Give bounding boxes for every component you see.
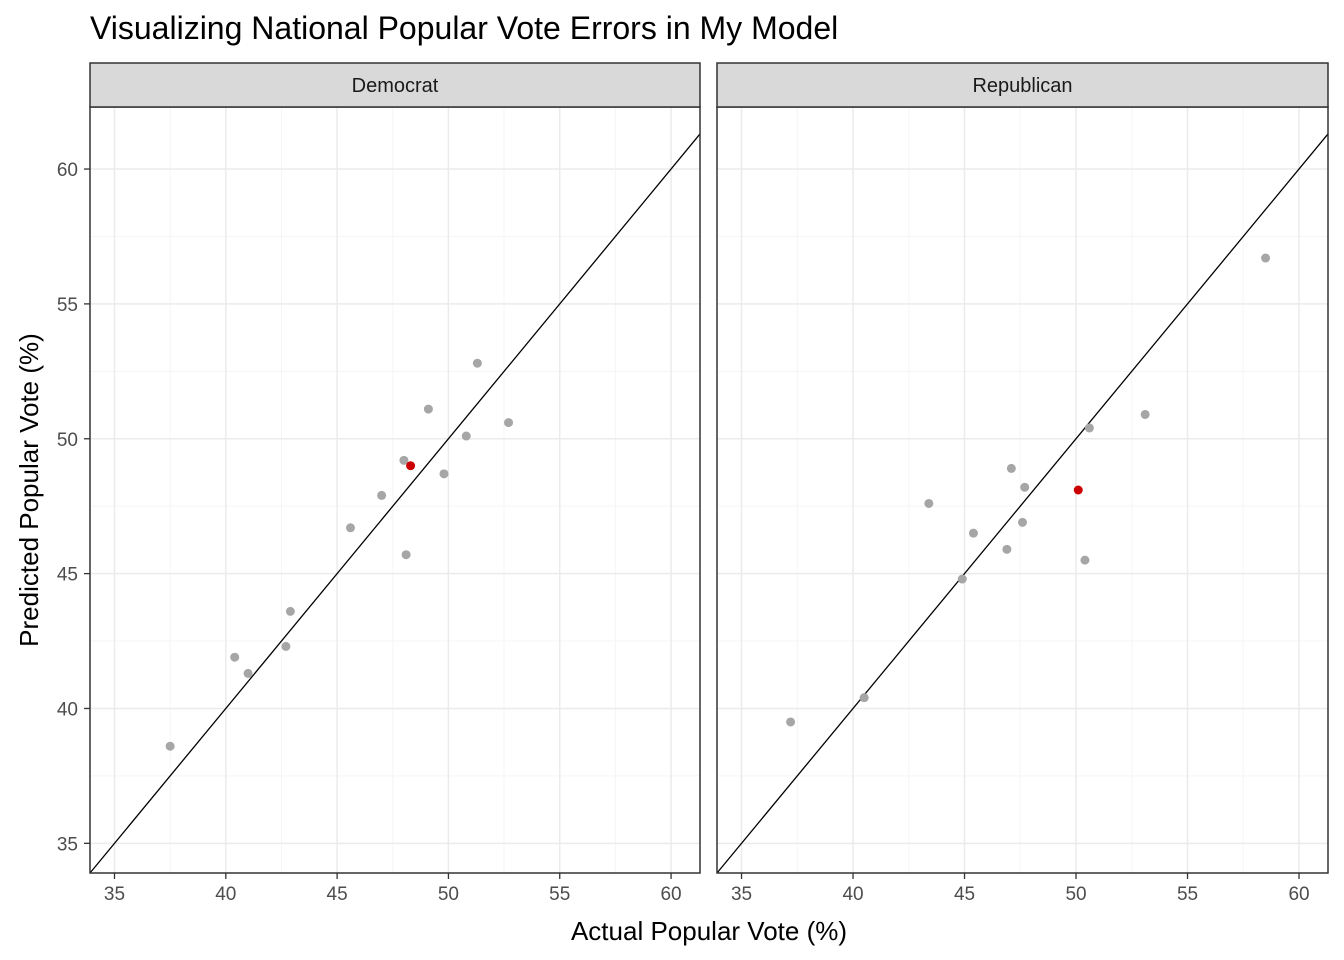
democrat-point-12 [461,431,471,441]
republican-point-5 [968,528,978,538]
democrat-point-6 [345,523,355,533]
republican-point-7 [1006,463,1016,473]
republican-point-11 [1084,423,1094,433]
chart-title: Visualizing National Popular Vote Errors… [90,10,839,46]
democrat-x-tick-label-45: 45 [327,884,348,905]
democrat-point-8 [399,455,409,465]
republican-point-6 [1002,544,1012,554]
republican-point-12 [1140,409,1150,419]
republican-strip-label: Republican [972,75,1072,97]
democrat-point-1 [165,741,175,751]
democrat-point-10 [423,404,433,414]
republican-point-1 [786,717,796,727]
republican-point-2 [859,693,869,703]
republican-x-tick-label-35: 35 [731,884,752,905]
republican-x-tick-label-50: 50 [1065,884,1086,905]
x-axis-title: Actual Popular Vote (%) [571,916,847,946]
democrat-point-11 [439,469,449,479]
y-tick-label-60: 60 [57,160,78,181]
y-axis-title: Predicted Popular Vote (%) [14,333,44,647]
democrat-highlight-point [406,461,416,471]
democrat-point-9 [401,550,411,560]
democrat-reference-line [89,133,701,874]
democrat-x-tick-label-55: 55 [549,884,570,905]
democrat-x-tick-label-40: 40 [215,884,236,905]
republican-strip [716,62,1329,108]
democrat-point-14 [504,418,514,428]
republican-x-tick-label-55: 55 [1177,884,1198,905]
y-tick-label-45: 45 [57,565,78,586]
democrat-point-4 [281,641,291,651]
democrat-point-7 [377,490,387,500]
republican-x-tick-label-60: 60 [1288,884,1309,905]
democrat-panel-background [90,107,700,873]
republican-point-3 [924,498,934,508]
republican-reference-line [716,133,1329,874]
republican-point-8 [1018,517,1027,527]
republican-highlight-point [1073,485,1083,495]
democrat-point-5 [285,606,295,616]
democrat-x-tick-label-60: 60 [660,884,681,905]
democrat-point-13 [472,358,482,368]
democrat-strip-label: Democrat [352,75,439,97]
y-tick-label-50: 50 [57,430,78,451]
democrat-point-2 [230,652,240,662]
democrat-point-3 [243,668,253,678]
republican-x-tick-label-40: 40 [842,884,863,905]
democrat-x-tick-label-50: 50 [438,884,459,905]
y-tick-label-55: 55 [57,295,78,316]
republican-point-13 [1261,253,1271,263]
democrat-strip [89,62,701,108]
republican-point-10 [1080,555,1090,565]
republican-point-9 [1020,482,1030,492]
y-tick-label-35: 35 [57,834,78,855]
republican-point-4 [957,574,967,584]
republican-x-tick-label-45: 45 [954,884,975,905]
democrat-x-tick-label-35: 35 [104,884,125,905]
y-tick-label-40: 40 [57,699,78,720]
